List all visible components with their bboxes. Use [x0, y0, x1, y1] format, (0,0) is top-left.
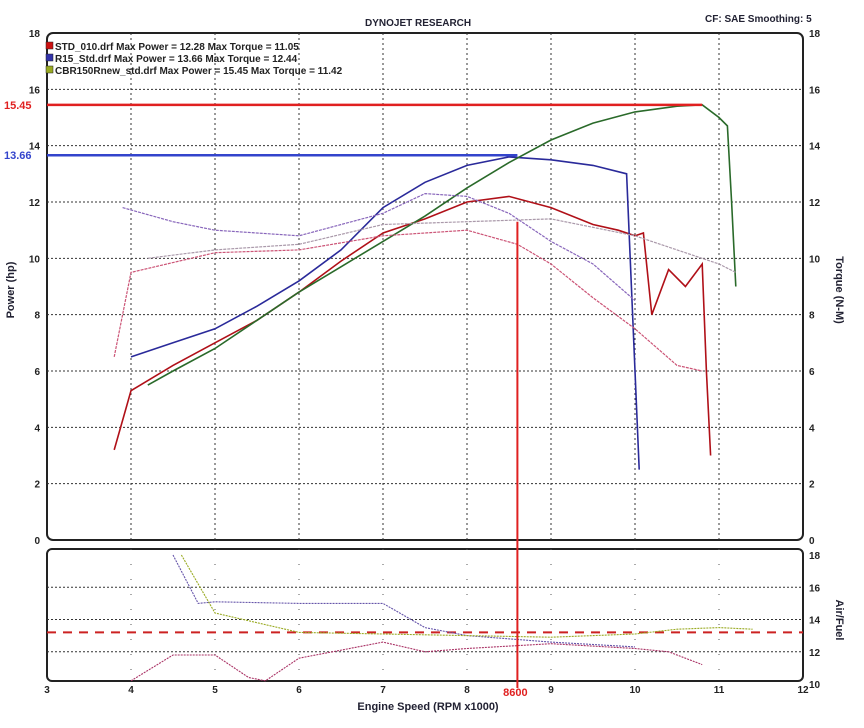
- y-tick-label: 16: [29, 85, 41, 96]
- afr-y-tick-label: 10: [809, 680, 821, 691]
- main-plot-frame: [46, 32, 804, 541]
- afr-y-tick-label: 14: [809, 616, 821, 627]
- x-tick-label: 4: [128, 685, 134, 696]
- afr-y-tick-label: 18: [809, 551, 821, 562]
- y-tick-label: 0: [34, 536, 40, 547]
- y-tick-label: 8: [34, 311, 40, 322]
- x-tick-label: 5: [212, 685, 218, 696]
- y2-tick-label: 14: [809, 142, 821, 153]
- afr-curve-1: [130, 641, 703, 682]
- annotation-label: 13.66: [4, 150, 32, 162]
- y-tick-label: 14: [29, 142, 41, 153]
- afr-curve-0: [172, 554, 636, 648]
- power-curve-2: [147, 103, 737, 386]
- x-tick-label: 7: [380, 685, 386, 696]
- y2-tick-label: 0: [809, 536, 815, 547]
- y-tick-label: 4: [34, 423, 40, 434]
- x-tick-label: 9: [548, 685, 554, 696]
- chart-title: DYNOJET RESEARCH: [365, 18, 472, 29]
- torque-curve-3: [113, 229, 703, 372]
- y-tick-label: 18: [29, 29, 41, 40]
- y2-tick-label: 8: [809, 311, 815, 322]
- y2-tick-label: 12: [809, 198, 821, 209]
- y2-axis-label: Torque (N-M): [833, 256, 845, 324]
- x-tick-label: 6: [296, 685, 302, 696]
- afr-plot-frame: [46, 548, 804, 682]
- afr-y-tick-label: 16: [809, 583, 821, 594]
- y-axis-label: Power (hp): [5, 261, 17, 318]
- afr-y-tick-label: 12: [809, 648, 821, 659]
- x-tick-label: 11: [714, 685, 725, 696]
- y2-tick-label: 4: [809, 423, 815, 434]
- y2-tick-label: 18: [809, 29, 821, 40]
- y2-tick-label: 6: [809, 367, 815, 378]
- x-axis-label: Engine Speed (RPM x1000): [357, 701, 499, 713]
- legend-entry: CBR150Rnew_std.drf Max Power = 15.45 Max…: [55, 66, 343, 77]
- y-tick-label: 12: [29, 198, 41, 209]
- y-tick-label: 2: [34, 480, 40, 491]
- y2-tick-label: 16: [809, 85, 821, 96]
- legend-entry: STD_010.drf Max Power = 12.28 Max Torque…: [55, 42, 299, 53]
- y-tick-label: 6: [34, 367, 40, 378]
- afr-axis-label: Air/Fuel: [833, 600, 845, 641]
- annotation-label: 15.45: [4, 100, 32, 112]
- afr-curve-2: [180, 554, 753, 638]
- y2-tick-label: 10: [809, 254, 821, 265]
- x-tick-label: 3: [44, 685, 50, 696]
- x-tick-label: 8: [464, 685, 470, 696]
- x-tick-label: 12: [797, 685, 809, 696]
- chart-settings: CF: SAE Smoothing: 5: [705, 14, 812, 25]
- legend-entry: R15_Std.drf Max Power = 13.66 Max Torque…: [55, 54, 298, 65]
- legend-swatch: [45, 65, 54, 74]
- legend-swatch: [45, 53, 54, 62]
- x-tick-label: 10: [629, 685, 641, 696]
- legend-swatch: [45, 41, 54, 50]
- power-curve-1: [130, 156, 640, 470]
- power-curve-0: [113, 195, 712, 456]
- torque-curve-4: [122, 192, 636, 302]
- torque-curve-5: [147, 218, 737, 273]
- y2-tick-label: 2: [809, 480, 815, 491]
- y-tick-label: 10: [29, 254, 41, 265]
- annotation-label: 8600: [503, 687, 527, 699]
